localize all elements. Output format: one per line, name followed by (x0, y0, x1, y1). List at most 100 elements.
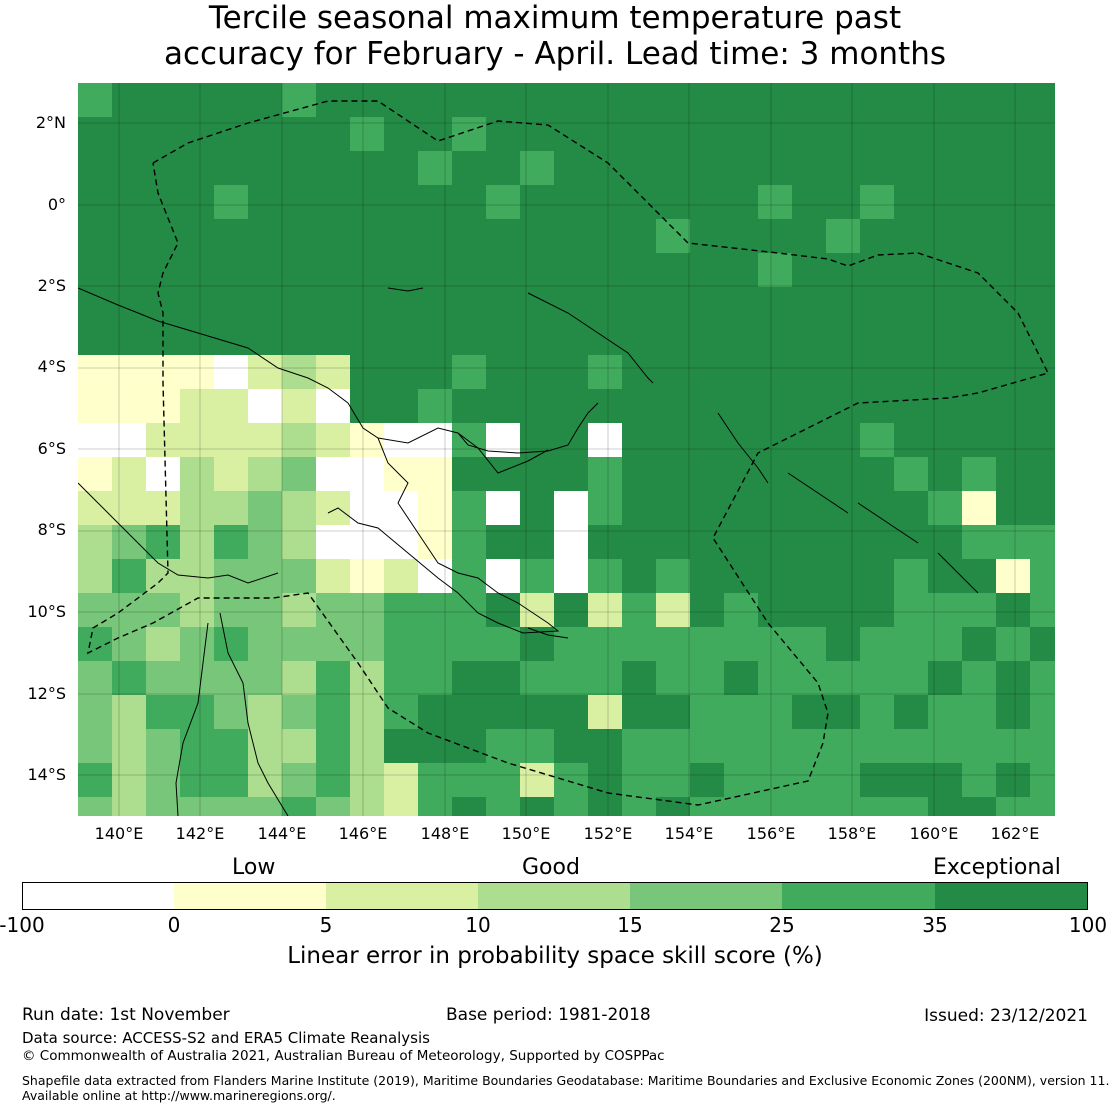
skill-cell (316, 763, 350, 797)
skill-cell (384, 559, 418, 593)
skill-cell (112, 457, 146, 491)
skill-cell (418, 525, 452, 559)
skill-cell (962, 661, 996, 695)
skill-cell (826, 661, 860, 695)
lon-label: 152°E (583, 824, 633, 843)
skill-cell (316, 423, 350, 457)
skill-cell (78, 729, 112, 763)
skill-cell (996, 627, 1030, 661)
map-canvas (78, 83, 1055, 816)
skill-score-map (78, 83, 1055, 816)
skill-cell (146, 457, 180, 491)
skill-cell (248, 491, 282, 525)
skill-cell (350, 491, 384, 525)
skill-cell (180, 695, 214, 729)
skill-cell (554, 763, 588, 797)
skill-cell (758, 729, 792, 763)
skill-cell (78, 661, 112, 695)
skill-cell (282, 525, 316, 559)
skill-cell (554, 797, 588, 816)
skill-cell (112, 491, 146, 525)
skill-cell (1030, 797, 1055, 816)
skill-cell (282, 661, 316, 695)
new-guinea-north-coast (78, 287, 459, 444)
skill-cell (690, 627, 724, 661)
skill-cell (316, 695, 350, 729)
skill-cell (418, 661, 452, 695)
skill-cell (486, 763, 520, 797)
skill-cell (588, 559, 622, 593)
skill-cell (894, 729, 928, 763)
gulf-coast (78, 482, 279, 584)
skill-cell (418, 593, 452, 627)
skill-cell (588, 661, 622, 695)
solomon-islands-2 (857, 502, 919, 544)
skill-cell (724, 763, 758, 797)
skill-cell (248, 423, 282, 457)
skill-cell (452, 525, 486, 559)
skill-cell (282, 627, 316, 661)
skill-cell (656, 763, 690, 797)
skill-cell (962, 695, 996, 729)
skill-cell (452, 117, 486, 151)
eez-boundary (87, 100, 1050, 806)
skill-cell (112, 661, 146, 695)
skill-cell (860, 695, 894, 729)
skill-cell (350, 117, 384, 151)
skill-cell (282, 763, 316, 797)
lat-label: 0° (47, 195, 66, 214)
skill-cell (1030, 763, 1055, 797)
skill-cell (112, 695, 146, 729)
skill-cell (656, 559, 690, 593)
skill-cell (962, 729, 996, 763)
skill-cell (588, 355, 622, 389)
lat-label: 4°S (37, 357, 66, 376)
title-line-1: Tercile seasonal maximum temperature pas… (208, 0, 902, 36)
skill-cell (962, 525, 996, 559)
skill-cell (860, 729, 894, 763)
lat-label: 2°S (37, 276, 66, 295)
skill-cell (452, 593, 486, 627)
skill-cell (418, 627, 452, 661)
skill-cell (146, 763, 180, 797)
skill-cell (554, 661, 588, 695)
skill-cell (78, 355, 112, 389)
skill-cell (350, 559, 384, 593)
skill-cell (486, 729, 520, 763)
skill-cell (792, 763, 826, 797)
skill-cell (78, 797, 112, 816)
skill-cell (214, 593, 248, 627)
legend-exceptional-label: Exceptional (933, 855, 1061, 880)
skill-cell (350, 457, 384, 491)
skill-cell (894, 559, 928, 593)
skill-cell (180, 729, 214, 763)
skill-cell (384, 457, 418, 491)
skill-cell (350, 593, 384, 627)
skill-cell (180, 389, 214, 423)
run-date: Run date: 1st November (22, 1005, 230, 1025)
skill-cell (248, 797, 282, 816)
skill-cell (1030, 593, 1055, 627)
skill-cell (588, 593, 622, 627)
colorbar-frame (22, 882, 1088, 910)
skill-cell (248, 457, 282, 491)
skill-cell (112, 593, 146, 627)
skill-cell (826, 797, 860, 816)
skill-cell (928, 593, 962, 627)
skill-cell (180, 797, 214, 816)
skill-cell (894, 593, 928, 627)
skill-cell (282, 797, 316, 816)
skill-cell (486, 797, 520, 816)
colorbar-title: Linear error in probability space skill … (287, 943, 823, 969)
skill-cell (452, 355, 486, 389)
skill-cell (350, 525, 384, 559)
skill-cell (384, 797, 418, 816)
skill-cell (316, 355, 350, 389)
skill-cell (792, 797, 826, 816)
colorbar-tick: 15 (617, 913, 643, 937)
skill-cell (588, 627, 622, 661)
skill-cell (214, 729, 248, 763)
skill-cell (146, 729, 180, 763)
skill-cell (996, 559, 1030, 593)
skill-cell (180, 355, 214, 389)
